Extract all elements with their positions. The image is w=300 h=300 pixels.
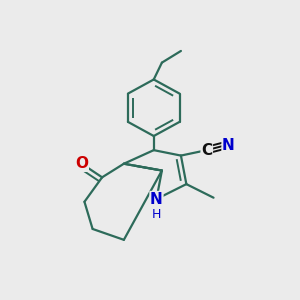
Text: O: O <box>75 156 88 171</box>
Text: N: N <box>222 138 235 153</box>
Text: N: N <box>150 192 163 207</box>
Text: C: C <box>201 142 212 158</box>
Text: H: H <box>152 208 161 220</box>
